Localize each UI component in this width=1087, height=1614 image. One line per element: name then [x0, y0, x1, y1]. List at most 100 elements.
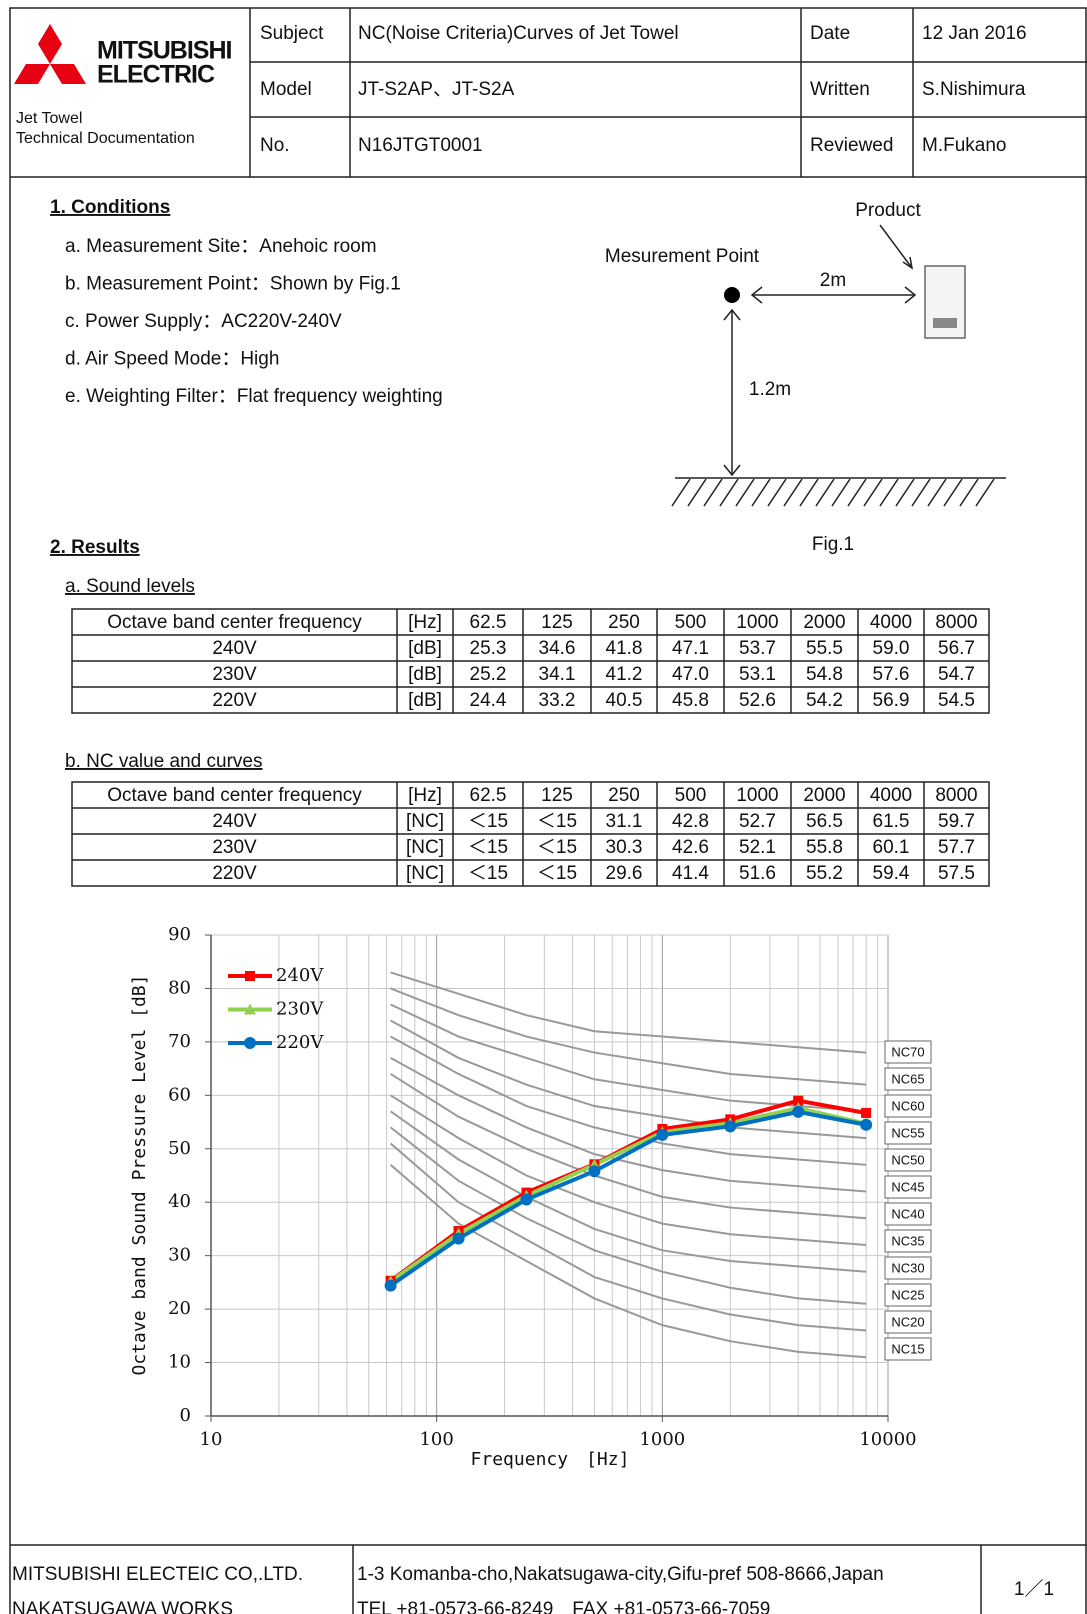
marker — [384, 1279, 397, 1292]
nc-label: NC40 — [891, 1206, 924, 1221]
table-cell: 54.2 — [806, 690, 843, 711]
hatch-line — [799, 478, 819, 507]
table-cell: 59.4 — [873, 863, 910, 884]
table-cell: 45.8 — [672, 690, 709, 711]
table-cell: 240V — [212, 811, 257, 832]
marker — [244, 1003, 256, 1015]
nc-label: NC35 — [891, 1233, 924, 1248]
legend-label: 240V — [276, 965, 324, 986]
table-cell: 62.5 — [470, 785, 507, 806]
table-cell: 55.8 — [806, 837, 843, 858]
table-cell: 53.7 — [739, 638, 776, 659]
series-line — [389, 1109, 867, 1288]
table-cell: [NC] — [406, 837, 444, 858]
hatch-line — [927, 478, 947, 507]
table-cell: 220V — [212, 863, 257, 884]
table-cell: 500 — [675, 785, 707, 806]
nc-curve — [390, 1035, 867, 1166]
hatch-line — [703, 478, 723, 507]
legend-label: 220V — [276, 1032, 324, 1053]
table-cell: [Hz] — [408, 612, 442, 633]
table-cell: 55.2 — [806, 863, 843, 884]
nc-label-box — [884, 1148, 932, 1172]
table-cell: 59.7 — [938, 811, 975, 832]
hatch-line — [879, 478, 899, 507]
marker — [724, 1120, 737, 1133]
subsection-title: b. NC value and curves — [65, 751, 263, 772]
nc-label-box — [884, 1337, 932, 1361]
field-value: 12 Jan 2016 — [922, 23, 1027, 44]
condition-item: e. Weighting Filter：Flat frequency weigh… — [65, 386, 443, 407]
nc-label: NC20 — [891, 1314, 924, 1329]
table-cell: 1000 — [736, 612, 778, 633]
nc-curve — [390, 987, 867, 1086]
marker — [861, 1107, 872, 1118]
table-cell: 29.6 — [606, 863, 643, 884]
marker — [245, 971, 255, 981]
table-cell: 41.8 — [606, 638, 643, 659]
table-cell: 500 — [675, 612, 707, 633]
table-cell: [NC] — [406, 863, 444, 884]
field-value: JT-S2AP、JT-S2A — [358, 79, 515, 100]
field-label: Model — [260, 79, 312, 100]
hatch-line — [735, 478, 755, 507]
nc-label: NC25 — [891, 1287, 924, 1302]
nc-label: NC55 — [891, 1125, 924, 1140]
table-cell: ＜15 — [468, 811, 508, 832]
condition-item: a. Measurement Site：Anehoic room — [65, 236, 377, 257]
y-tick-label: 50 — [168, 1138, 191, 1159]
table-cell: 250 — [608, 612, 640, 633]
doc-type: Technical Documentation — [16, 130, 195, 147]
table-cell: 56.7 — [938, 638, 975, 659]
table-cell: 54.8 — [806, 664, 843, 685]
series-line — [389, 1106, 867, 1283]
table-cell: [Hz] — [408, 785, 442, 806]
nc-label: NC45 — [891, 1179, 924, 1194]
nc-label-box — [884, 1310, 932, 1334]
nc-curve — [390, 1073, 867, 1220]
table-cell: 125 — [541, 612, 573, 633]
table-cell: 62.5 — [470, 612, 507, 633]
nc-curve — [390, 971, 867, 1054]
marker — [792, 1105, 805, 1118]
measurement-point — [724, 287, 740, 303]
arrow-head — [723, 464, 741, 477]
table-cell: 25.2 — [470, 664, 507, 685]
hatch-line — [959, 478, 979, 507]
table-cell: 56.9 — [873, 690, 910, 711]
logo-mark — [14, 24, 86, 84]
footer-address: 1-3 Komanba-cho,Nakatsugawa-city,Gifu-pr… — [357, 1564, 884, 1585]
nc-curve — [389, 1126, 867, 1305]
field-label: Reviewed — [810, 135, 893, 156]
nc-label-box — [884, 1121, 932, 1145]
table-cell: 33.2 — [539, 690, 576, 711]
table-cell: 125 — [541, 785, 573, 806]
condition-item: d. Air Speed Mode：High — [65, 349, 279, 370]
nc-label: NC70 — [891, 1044, 924, 1059]
table-cell: 31.1 — [606, 811, 643, 832]
table-cell: 47.0 — [672, 664, 709, 685]
nc-label-box — [884, 1094, 932, 1118]
table-cell: 51.6 — [739, 863, 776, 884]
table-cell: 34.6 — [539, 638, 576, 659]
y-tick-label: 0 — [180, 1405, 191, 1426]
table-cell: 42.8 — [672, 811, 709, 832]
table-cell: 47.1 — [672, 638, 709, 659]
table-cell: 41.2 — [606, 664, 643, 685]
table-cell: 53.1 — [739, 664, 776, 685]
arrow-head — [904, 286, 917, 304]
arrow-head — [723, 308, 741, 321]
pointer-head — [902, 256, 914, 270]
table-cell: 2000 — [803, 785, 845, 806]
table-cell: [dB] — [408, 664, 442, 685]
table-cell: 60.1 — [873, 837, 910, 858]
nc-label: NC15 — [891, 1341, 924, 1356]
hatch-line — [831, 478, 851, 507]
hatch-line — [911, 478, 931, 507]
table-cell: [dB] — [408, 638, 442, 659]
hatch-line — [847, 478, 867, 507]
table-cell: 4000 — [870, 612, 912, 633]
table-cell: 41.4 — [672, 863, 709, 884]
y-tick-label: 20 — [168, 1298, 191, 1319]
table-cell: 57.5 — [938, 863, 975, 884]
